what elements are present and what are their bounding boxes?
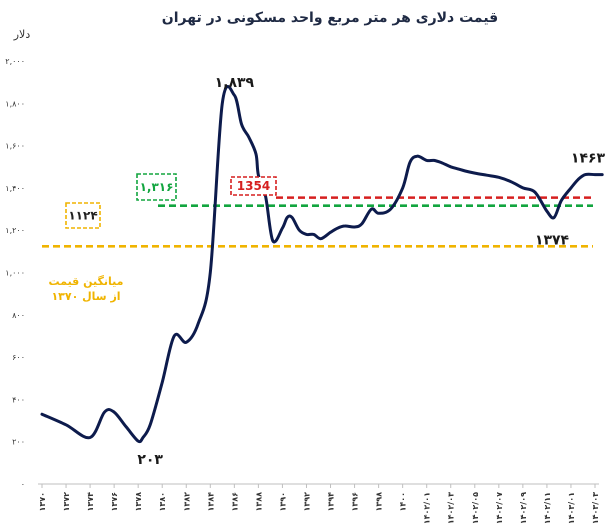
x-tick-label: ۱۳۸۲ [182,492,191,512]
x-tick-label: ۱۳۷۸ [134,492,143,512]
reference-value-label: ۱,۳۱۶ [140,180,174,194]
y-tick-label: ۸۰۰ [12,311,25,320]
reference-value-box [65,202,101,229]
x-axis: ۱۳۷۰ ۱۳۷۲ ۱۳۷۴ ۱۳۷۶ ۱۳۷۸ ۱۳۸۰ ۱۳۸۲ ۱۳۸۴ ۱۳۸۶ ۱۳۸۸… [38,483,600,524]
reference-value-box [136,173,177,201]
average-note-line1: میانگین قیمت [49,275,124,288]
x-tick-label: ۱۳۸۶ [230,492,239,512]
x-tick-label: ۱۳۷۰ [38,492,47,512]
x-tick-label: ۱۳۹۴ [327,492,336,512]
series-line [40,85,604,444]
y-tick-label: ۱,۰۰۰ [5,269,25,278]
x-tick-label: ۱۳۷۲ [62,492,71,512]
x-tick-label: ۱۴۰۲/۰۱ [423,492,432,524]
series-layer [40,85,604,444]
x-tick-label: ۱۴۰۳/۰۱ [567,492,576,524]
reference-value-label: ۱۱۲۴ [68,209,97,223]
x-tick-label: ۱۳۷۴ [86,492,95,512]
y-tick-label: ۰ [21,480,25,489]
x-tick-label: ۱۴۰۲/۰۹ [519,492,528,524]
reference-value-label: 1354 [237,179,270,193]
y-axis-ticks: ۰ ۲۰۰ ۴۰۰ ۶۰۰ ۸۰۰ ۱,۰۰۰ ۱,۲۰۰ ۱,۴۰۰ ۱,۶۰۰ ۱,۸۰۰ ۲,… [5,57,25,489]
chart-title: قیمت دلاری هر متر مربع واحد مسکونی در ته… [162,10,498,26]
x-tick-label: ۱۴۰۲/۰۷ [495,492,504,524]
y-axis-label: دلار [13,28,31,41]
x-tick-label: ۱۴۰۲/۰۳ [447,492,456,524]
x-tick-label: ۱۴۰۰ [399,492,408,512]
reference-value-box [230,176,277,196]
x-tick-label: ۱۳۹۰ [278,492,287,512]
y-tick-label: ۲,۰۰۰ [5,57,25,66]
x-tick-label: ۱۳۸۸ [254,492,263,512]
x-tick-label: ۱۳۸۴ [206,492,215,512]
average-note-line2: از سال ۱۳۷۰ [51,290,120,303]
peak-value-label: ۱,۸۳۹ [215,75,255,91]
y-tick-label: ۶۰۰ [12,353,25,362]
annotation-layer: ۱,۸۳۹ ۲۰۳ ۱۴۶۳ ۱۳۷۴ ۱۱۲۴ ۱,۳۱۶ 1354 میانگین قیم… [49,75,606,468]
y-tick-label: ۴۰۰ [12,395,25,404]
y-tick-label: ۱,۸۰۰ [5,99,25,108]
x-tick-label: ۱۳۹۶ [351,492,360,512]
x-tick-label: ۱۳۹۸ [375,492,384,512]
year-label: ۱۳۷۴ [535,232,570,248]
y-tick-label: ۲۰۰ [12,438,25,447]
x-tick-label: ۱۴۰۲/۱۱ [543,492,552,524]
last-value-label: ۱۴۶۳ [571,151,606,167]
x-tick-label: ۱۴۰۳/۰۳ [591,492,600,524]
y-tick-label: ۱,۶۰۰ [5,142,25,151]
x-tick-label: ۱۳۸۰ [158,492,167,512]
y-tick-label: ۱,۴۰۰ [5,184,25,193]
y-tick-label: ۱,۲۰۰ [5,226,25,235]
x-tick-label: ۱۴۰۲/۰۵ [471,492,480,524]
x-tick-label: ۱۳۹۲ [302,492,311,512]
trough-value-label: ۲۰۳ [137,452,163,468]
x-tick-label: ۱۳۷۶ [110,492,119,512]
